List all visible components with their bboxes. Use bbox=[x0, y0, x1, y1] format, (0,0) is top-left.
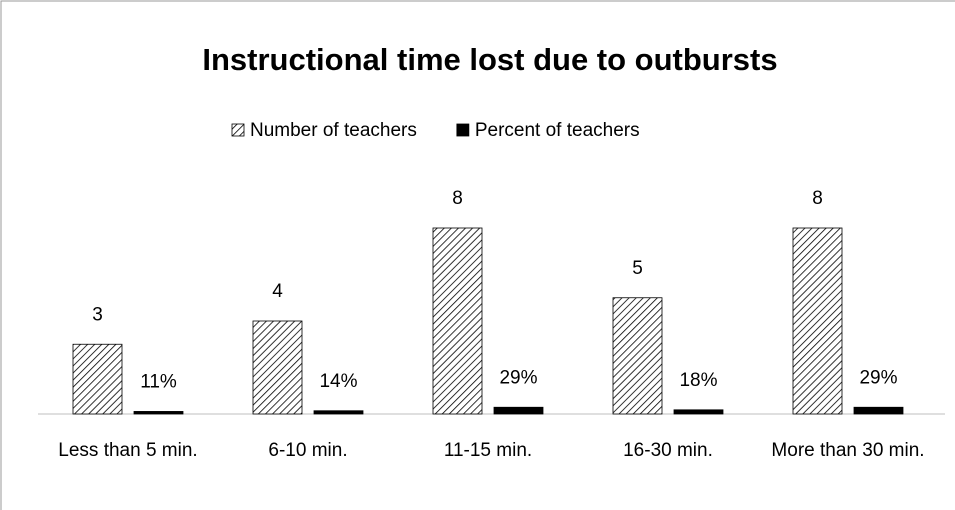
data-label: 8 bbox=[812, 188, 823, 209]
data-label: 29% bbox=[499, 367, 537, 388]
bar bbox=[612, 297, 663, 415]
bar bbox=[432, 227, 483, 415]
x-tick-label: Less than 5 min. bbox=[58, 440, 198, 461]
legend-label: Number of teachers bbox=[250, 120, 417, 141]
bar bbox=[853, 406, 904, 415]
bar bbox=[493, 406, 544, 415]
bar bbox=[673, 409, 724, 415]
bar bbox=[313, 410, 364, 415]
bar bbox=[133, 411, 184, 415]
data-label: 11% bbox=[140, 371, 177, 392]
x-tick-label: 11-15 min. bbox=[443, 440, 533, 461]
data-label: 5 bbox=[632, 258, 643, 279]
bar bbox=[792, 227, 843, 415]
data-label: 18% bbox=[679, 370, 717, 391]
chart-title: Instructional time lost due to outbursts bbox=[202, 42, 777, 77]
x-tick-label: 6-10 min. bbox=[268, 440, 348, 461]
data-label: 29% bbox=[859, 367, 897, 388]
legend-swatch bbox=[456, 123, 470, 137]
legend-swatch bbox=[231, 123, 245, 137]
bar bbox=[252, 320, 303, 415]
data-label: 14% bbox=[319, 371, 357, 392]
x-tick-label: 16-30 min. bbox=[623, 440, 713, 461]
data-label: 3 bbox=[92, 304, 103, 325]
bar bbox=[72, 343, 123, 415]
x-tick-label: More than 30 min. bbox=[771, 440, 925, 461]
data-label: 4 bbox=[272, 281, 283, 302]
data-label: 8 bbox=[452, 188, 463, 209]
legend-label: Percent of teachers bbox=[475, 120, 640, 141]
